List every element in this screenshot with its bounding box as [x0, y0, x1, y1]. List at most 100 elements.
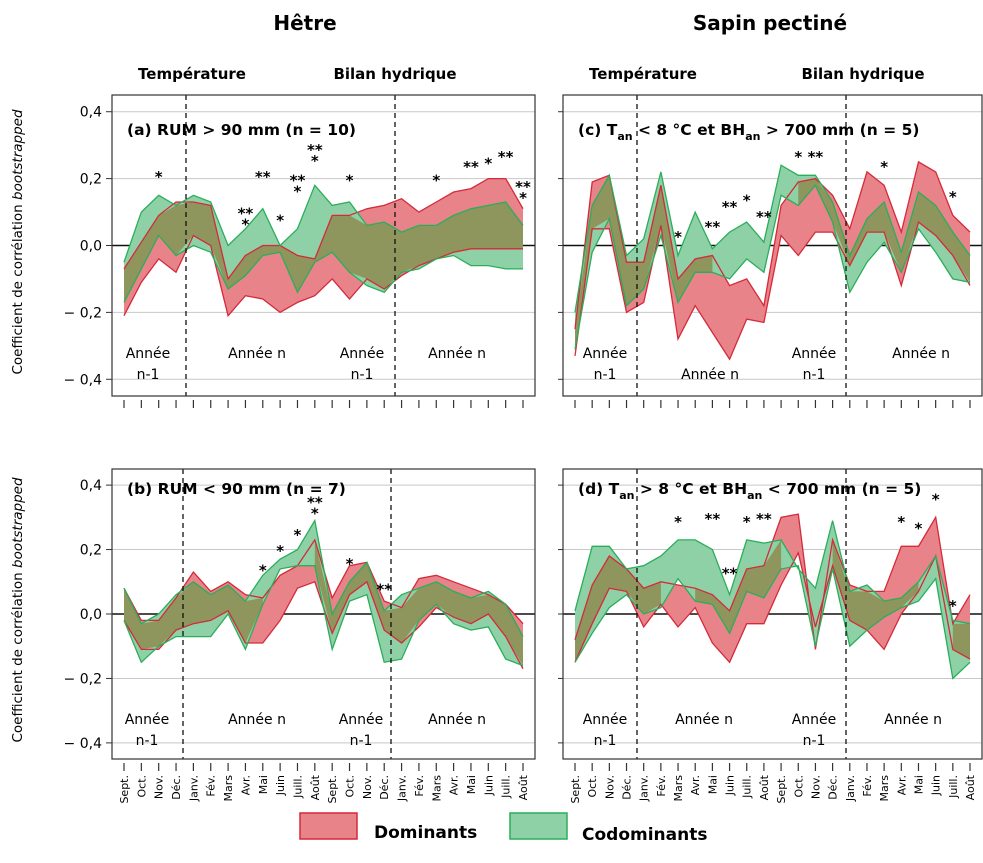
- month-tick-label: Avr.: [689, 775, 702, 795]
- line-dominants-lower: [574, 550, 971, 664]
- significance-star: *: [276, 542, 284, 560]
- annee-prev-bilan: Année: [340, 346, 385, 362]
- panel-label-c: (c) Tan < 8 °C et BHan > 700 mm (n = 5): [578, 121, 919, 143]
- line-dominants-upper: [123, 177, 524, 281]
- annee-n-temp: Année n: [228, 346, 286, 362]
- y-axis-label-top: Coefficient de corrélation bootstrapped: [10, 109, 26, 375]
- star-line: **: [705, 510, 721, 528]
- annee-n-temp: Année n: [675, 712, 733, 728]
- month-tick-label: Août: [517, 774, 530, 800]
- star-line: *: [674, 228, 682, 246]
- month-tick-label: Juill.: [292, 775, 305, 799]
- significance-star: *: [155, 168, 163, 186]
- star-line: **: [722, 198, 738, 216]
- month-tick-label: Janv.: [187, 775, 200, 802]
- month-tick-label: Janv.: [844, 775, 857, 802]
- star-line: *: [519, 189, 527, 207]
- month-tick-label: Janv.: [638, 775, 651, 802]
- star-line: **: [290, 171, 306, 189]
- month-tick-label: Avr.: [895, 775, 908, 795]
- month-tick-label: Fév.: [205, 775, 218, 797]
- significance-star: **: [705, 218, 721, 236]
- star-line: *: [311, 152, 319, 170]
- star-line: **: [498, 148, 514, 166]
- y-tick-label: 0,4: [80, 105, 102, 121]
- star-line: *: [949, 188, 957, 206]
- star-line: *: [259, 561, 267, 579]
- star-line: **: [463, 158, 479, 176]
- significance-star: **: [705, 510, 721, 528]
- area-overlap: [798, 178, 970, 283]
- label-part: > 8 °C et BH: [635, 480, 748, 498]
- significance-star: *: [932, 490, 940, 508]
- significance-star: *: [949, 597, 957, 615]
- line-codominants-lower: [123, 234, 523, 303]
- month-tick-label: Déc.: [827, 775, 840, 800]
- star-line: *: [794, 148, 802, 166]
- month-tick-label: Fév.: [861, 775, 874, 797]
- star-line: **: [376, 581, 392, 599]
- area-overlap: [952, 623, 970, 660]
- y-axis-label-top-plain: Coefficient de corrélation: [10, 200, 26, 375]
- annee-prev-bilan-sub: n-1: [351, 367, 374, 383]
- y-tick-label: 0,0: [80, 607, 102, 623]
- month-tick-label: Sept.: [569, 775, 582, 804]
- legend: Dominants Codominants: [299, 812, 707, 845]
- annee-prev-bilan-sub: n-1: [803, 733, 826, 749]
- month-tick-label: Juill.: [500, 775, 513, 799]
- significance-star: *: [880, 158, 888, 176]
- star-line: *: [242, 216, 250, 234]
- legend-label-codominants: Codominants: [582, 825, 707, 845]
- annee-prev-bilan-sub: n-1: [350, 733, 373, 749]
- month-tick-label: Mars: [222, 775, 235, 802]
- annee-n-bilan: Année n: [884, 712, 942, 728]
- star-line: *: [276, 211, 284, 229]
- month-tick-label: Mai: [913, 775, 926, 794]
- y-tick-label: − 0,4: [64, 372, 103, 388]
- star-line: **: [307, 141, 323, 159]
- month-tick-label: Mai: [257, 775, 270, 794]
- line-codominants-upper: [574, 164, 971, 313]
- line-codominants-upper: [123, 184, 524, 263]
- annee-n-temp: Année n: [228, 712, 286, 728]
- month-tick-label: Juin: [724, 775, 737, 796]
- month-tick-label: Août: [309, 774, 322, 800]
- section-temperature-right: Température: [589, 65, 697, 83]
- annee-prev-bilan: Année: [339, 712, 384, 728]
- month-tick-label: Mars: [878, 775, 891, 802]
- month-tick-label: Août: [758, 774, 771, 800]
- legend-swatch-codominants: [509, 812, 568, 840]
- month-tick-label: Janv.: [396, 775, 409, 802]
- y-tick-label: − 0,4: [64, 736, 103, 752]
- annee-n-bilan: Année n: [428, 346, 486, 362]
- month-tick-label: Oct.: [792, 775, 805, 798]
- subscript: an: [747, 489, 762, 502]
- y-axis-label-top-italic: bootstrapped: [10, 109, 26, 200]
- star-line: *: [674, 513, 682, 531]
- month-tick-label: Mai: [706, 775, 719, 794]
- month-tick-label: Fév.: [655, 775, 668, 797]
- line-codominants-upper: [574, 520, 971, 625]
- y-axis-label-bottom-plain: Coefficient de corrélation: [10, 568, 26, 743]
- month-tick-label: Déc.: [378, 775, 391, 800]
- star-line: **: [756, 510, 772, 528]
- month-tick-label: Sept.: [118, 775, 131, 804]
- line-dominants-lower: [574, 220, 971, 361]
- significance-star: *: [915, 519, 923, 537]
- annee-prev-temp-sub: n-1: [137, 367, 160, 383]
- y-tick-label: 0,2: [80, 172, 102, 188]
- star-line: *: [897, 513, 905, 531]
- species-title-sapin: Sapin pectiné: [693, 11, 847, 35]
- month-tick-label: Déc.: [170, 775, 183, 800]
- panel-c: (c) Tan < 8 °C et BHan > 700 mm (n = 5) A…: [558, 94, 983, 408]
- y-tick-label: 0,2: [80, 543, 102, 559]
- significance-star: ** *: [238, 205, 254, 234]
- annee-prev-temp: Année: [583, 712, 628, 728]
- annee-prev-temp-sub: n-1: [594, 367, 617, 383]
- annee-n-temp: Année n: [681, 367, 739, 383]
- panel-label-b: (b) RUM < 90 mm (n = 7): [127, 480, 346, 498]
- star-line: **: [705, 218, 721, 236]
- line-dominants-lower: [123, 234, 523, 318]
- star-line: *: [432, 171, 440, 189]
- month-tick-label: Juin: [274, 775, 287, 796]
